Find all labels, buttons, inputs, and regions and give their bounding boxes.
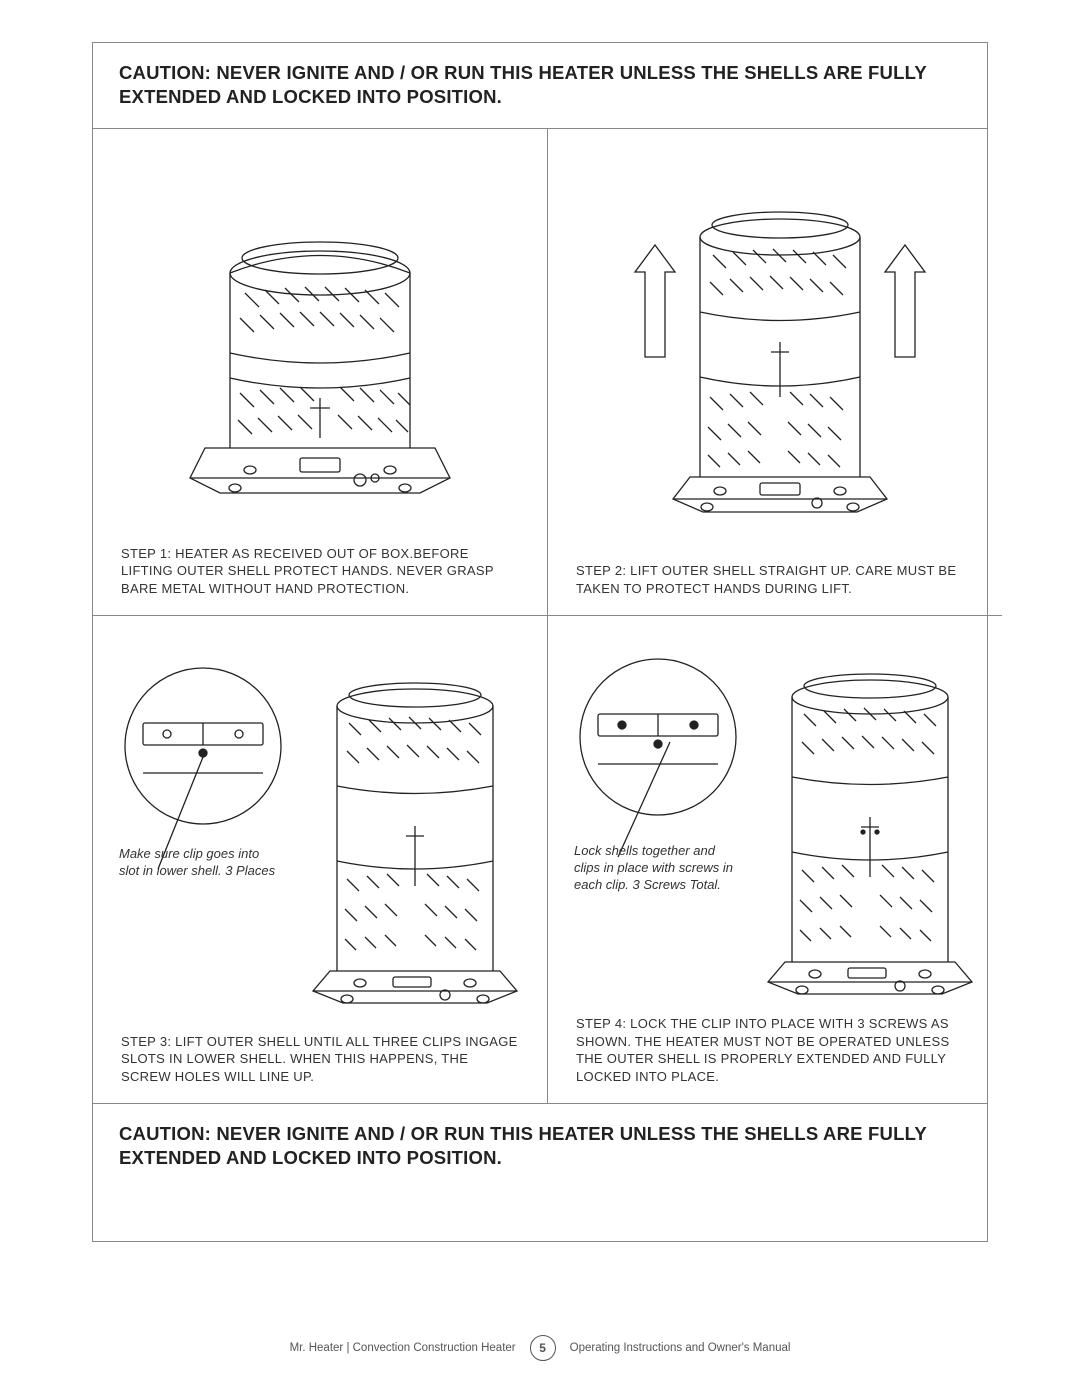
- step-4-annotation: Lock shells together and clips in place …: [574, 843, 734, 894]
- step-3-illustration: Make sure clip goes into slot in lower s…: [115, 628, 525, 1032]
- manual-page: CAUTION: NEVER IGNITE AND / OR RUN THIS …: [92, 42, 988, 1242]
- footer-right: Operating Instructions and Owner's Manua…: [570, 1342, 791, 1354]
- step-2-text: STEP 2: LIFT OUTER SHELL STRAIGHT UP. CA…: [570, 562, 980, 597]
- step-3-cell: Make sure clip goes into slot in lower s…: [93, 616, 548, 1103]
- step-3-text: STEP 3: LIFT OUTER SHELL UNTIL ALL THREE…: [115, 1033, 525, 1086]
- page-number: 5: [530, 1335, 556, 1361]
- caution-top: CAUTION: NEVER IGNITE AND / OR RUN THIS …: [93, 43, 987, 129]
- step-3-annotation: Make sure clip goes into slot in lower s…: [119, 846, 279, 880]
- step-4-illustration: Lock shells together and clips in place …: [570, 628, 980, 1015]
- step-1-cell: STEP 1: HEATER AS RECEIVED OUT OF BOX.BE…: [93, 129, 548, 616]
- page-footer: Mr. Heater | Convection Construction Hea…: [0, 1335, 1080, 1361]
- caution-bottom: CAUTION: NEVER IGNITE AND / OR RUN THIS …: [93, 1103, 987, 1189]
- step-2-illustration: [570, 141, 980, 562]
- footer-left: Mr. Heater | Convection Construction Hea…: [290, 1342, 516, 1354]
- step-2-cell: STEP 2: LIFT OUTER SHELL STRAIGHT UP. CA…: [548, 129, 1002, 616]
- step-4-text: STEP 4: LOCK THE CLIP INTO PLACE WITH 3 …: [570, 1015, 980, 1085]
- instruction-grid: STEP 1: HEATER AS RECEIVED OUT OF BOX.BE…: [93, 129, 987, 1103]
- step-4-cell: Lock shells together and clips in place …: [548, 616, 1002, 1103]
- step-1-illustration: [115, 141, 525, 544]
- step-1-text: STEP 1: HEATER AS RECEIVED OUT OF BOX.BE…: [115, 545, 525, 598]
